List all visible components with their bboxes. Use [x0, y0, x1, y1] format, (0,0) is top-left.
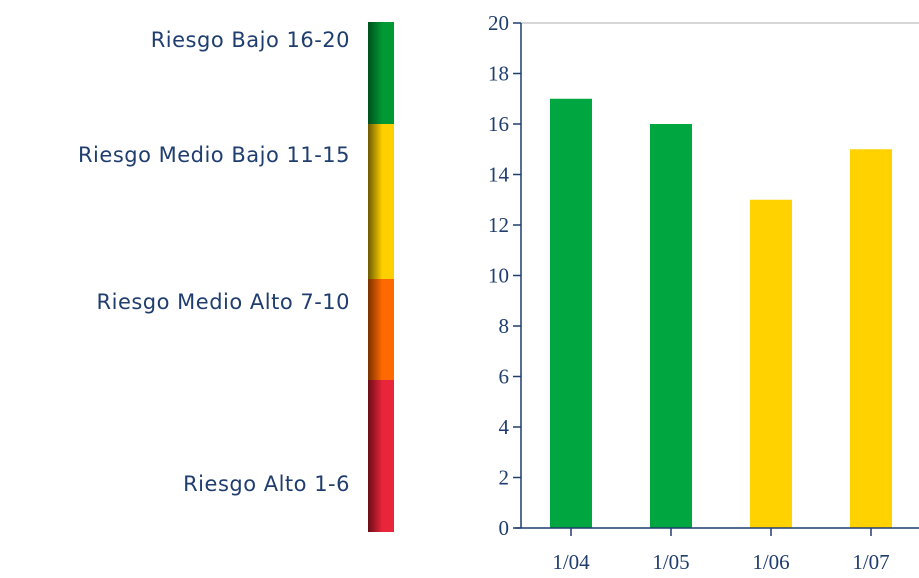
legend-swatch-riesgo-medio-bajo — [368, 124, 394, 279]
y-tick-label-0: 0 — [499, 516, 510, 540]
legend-label-riesgo-medio-bajo: Riesgo Medio Bajo 11-15 — [77, 143, 350, 167]
y-tick-label-2: 2 — [499, 466, 510, 490]
legend-label-riesgo-bajo: Riesgo Bajo 16-20 — [150, 28, 350, 52]
y-tick-label-10: 10 — [488, 264, 509, 288]
legend-label-riesgo-medio-alto: Riesgo Medio Alto 7-10 — [96, 290, 350, 314]
y-tick-label-18: 18 — [488, 62, 509, 86]
y-tick-label-14: 14 — [488, 163, 510, 187]
y-tick-label-16: 16 — [488, 112, 509, 136]
y-tick-label-8: 8 — [499, 314, 510, 338]
x-tick-label-1-06: 1/06 — [752, 550, 789, 574]
legend-swatch-riesgo-medio-alto — [368, 279, 394, 380]
bar-1-04 — [550, 98, 592, 528]
y-tick-label-4: 4 — [499, 415, 510, 439]
x-tick-label-1-04: 1/04 — [552, 550, 590, 574]
bar-1-05 — [650, 124, 692, 528]
bar-1-06 — [750, 199, 792, 528]
y-tick-label-6: 6 — [499, 365, 510, 389]
x-tick-label-1-05: 1/05 — [652, 550, 689, 574]
legend-label-riesgo-alto: Riesgo Alto 1-6 — [183, 472, 350, 496]
legend-swatch-riesgo-alto — [368, 380, 394, 532]
legend-swatch-riesgo-bajo — [368, 22, 394, 124]
x-tick-label-1-07: 1/07 — [852, 550, 889, 574]
risk-legend: Riesgo Bajo 16-20 Riesgo Medio Bajo 11-1… — [0, 0, 400, 578]
bar-1-07 — [850, 149, 892, 528]
y-tick-label-20: 20 — [488, 11, 509, 35]
y-tick-label-12: 12 — [488, 213, 509, 237]
